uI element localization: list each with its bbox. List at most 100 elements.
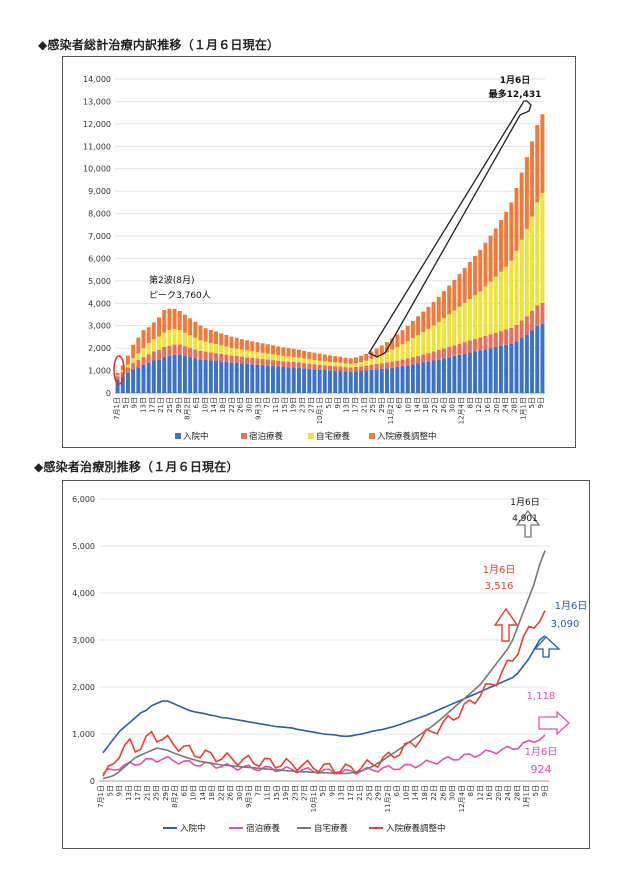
annotation-wave2-peak: ピーク3,760人 — [149, 290, 211, 301]
bar-segment — [462, 353, 467, 393]
bar-segment — [473, 338, 478, 352]
bar-segment — [343, 367, 348, 372]
bar-segment — [281, 366, 286, 393]
y-tick-label: 6,000 — [72, 495, 95, 504]
bar-segment — [400, 359, 405, 367]
bar-segment — [172, 354, 177, 393]
bar-segment — [203, 341, 208, 352]
bar-segment — [229, 347, 234, 356]
bar-segment — [157, 317, 162, 337]
x-tick-label: 12日 — [475, 397, 483, 413]
bar-segment — [514, 324, 519, 342]
bar-segment — [535, 325, 540, 393]
nyuin-arrow — [533, 636, 561, 658]
bar-segment — [131, 369, 136, 393]
jiitaku-arrow — [515, 509, 541, 538]
y-tick-label: 0 — [90, 777, 95, 786]
bar-segment — [157, 336, 162, 350]
bar-segment — [379, 354, 384, 364]
x-tick-label: 12月4日 — [458, 785, 466, 812]
chart2-frame: 0 1,000 2,000 3,000 4,000 5,000 6,000 7月1日 5日 9日 1… — [62, 480, 590, 849]
bar-segment — [182, 355, 187, 393]
bar-segment — [151, 351, 156, 361]
x-tick-label: 10日 — [405, 397, 413, 413]
bar-segment — [265, 359, 270, 366]
annotation-nyuin-value: 3,090 — [551, 619, 580, 630]
bar-segment — [260, 359, 265, 366]
series-line — [102, 550, 546, 780]
x-tick-label: 18日 — [219, 397, 227, 413]
bar-segment — [328, 361, 332, 366]
bar-segment — [478, 350, 483, 393]
bar-segment — [265, 353, 270, 360]
bar-segment — [312, 369, 317, 393]
bar-segment — [436, 321, 441, 350]
bar-segment — [322, 361, 327, 366]
x-tick-label: 10日 — [190, 785, 198, 801]
bar-segment — [224, 346, 229, 355]
bar-segment — [540, 323, 545, 393]
bar-segment — [535, 124, 540, 203]
x-tick-label: 6日 — [193, 397, 201, 408]
chart2-title: ◆感染者治療別推移（１月６日現在） — [34, 460, 239, 474]
bar-segment — [488, 235, 493, 282]
bar-segment — [514, 250, 519, 325]
bar-segment — [333, 356, 338, 363]
x-tick-label: 24日 — [504, 785, 512, 801]
bar-segment — [416, 363, 421, 393]
bar-segment — [286, 367, 291, 393]
x-tick-label: 5日 — [532, 785, 540, 796]
x-tick-label: 14日 — [412, 785, 420, 801]
series-line — [102, 635, 546, 754]
x-tick-label: 30日 — [246, 397, 254, 413]
bar-segment — [426, 361, 431, 393]
bar-segment — [385, 362, 389, 369]
legend-label: 宿泊療養 — [249, 431, 284, 442]
bar-segment — [488, 348, 493, 393]
x-tick-label: 1月1日 — [519, 397, 527, 420]
annotation-jiitaku-value: 4,901 — [512, 514, 538, 524]
annotation-nyuin-date: 1月6日 — [555, 600, 588, 612]
bar-segment — [255, 351, 260, 359]
bar-segment — [462, 268, 467, 303]
bar-segment — [530, 141, 535, 217]
legend-label: 自宅療養 — [314, 823, 349, 834]
bar-segment — [239, 363, 244, 393]
bar-segment — [328, 355, 332, 362]
bar-segment — [172, 329, 177, 345]
annotation-chosei-value: 3,516 — [485, 581, 514, 592]
bar-segment — [530, 330, 535, 393]
bar-segment — [457, 274, 462, 307]
bar-segment — [436, 296, 441, 322]
bar-segment — [348, 358, 353, 364]
x-tick-label: 29日 — [175, 397, 183, 413]
bar-segment — [431, 301, 436, 326]
bar-segment — [400, 366, 405, 393]
bar-segment — [338, 356, 343, 363]
bar-segment — [208, 342, 213, 353]
x-tick-label: 25日 — [369, 397, 377, 413]
x-tick-label: 15日 — [273, 785, 281, 801]
bar-segment — [338, 362, 343, 367]
bar-segment — [353, 371, 358, 393]
bar-segment — [317, 369, 322, 393]
bar-segment — [498, 220, 503, 272]
bar-segment — [379, 345, 384, 355]
bar-segment — [416, 316, 421, 336]
bar-segment — [177, 354, 182, 393]
annotation-chosei-date: 1月6日 — [483, 564, 516, 576]
bar-segment — [385, 352, 389, 363]
x-tick-label: 21日 — [143, 785, 151, 801]
bar-segment — [291, 361, 296, 368]
bar-segment — [276, 355, 281, 361]
bar-segment — [177, 329, 182, 345]
bar-segment — [416, 355, 421, 364]
bar-segment — [291, 367, 296, 393]
bar-segment — [348, 367, 353, 372]
bar-segment — [239, 356, 244, 364]
bar-segment — [488, 281, 493, 335]
bar-segment — [271, 354, 275, 361]
x-tick-label: 14日 — [210, 397, 218, 413]
bar-segment — [141, 330, 146, 349]
bar-segment — [177, 344, 182, 355]
